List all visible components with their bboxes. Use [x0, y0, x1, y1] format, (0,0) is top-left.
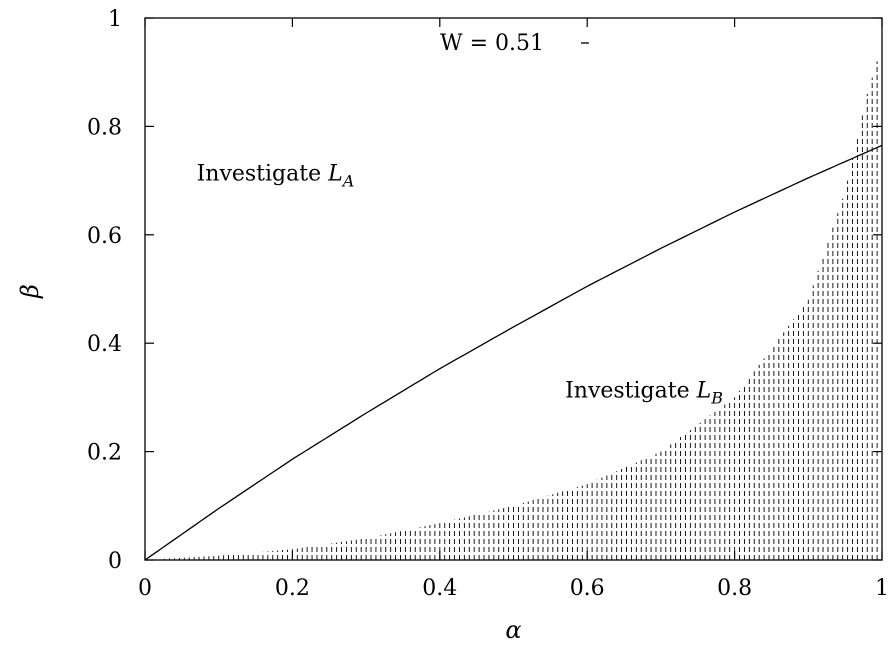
x-axis-label: α	[505, 616, 521, 644]
annotation-subscript: A	[341, 172, 355, 191]
plot-frame	[144, 17, 883, 561]
x-tick-label: 1	[875, 576, 889, 601]
series-line	[144, 144, 883, 561]
x-tick-labels: 0 0.2 0.4 0.6 0.8 1	[138, 576, 889, 601]
y-axis-label: β	[16, 284, 44, 299]
impulse-series	[164, 61, 878, 560]
x-tick-label: 0	[138, 576, 152, 601]
annotation: Investigate LB	[565, 378, 723, 407]
y-tick-labels: 0 0.2 0.4 0.6 0.8 1	[87, 7, 122, 574]
x-tick-label: 0.6	[570, 576, 605, 601]
x-tick-label: 0.8	[717, 576, 752, 601]
y-tick-label: 0	[108, 549, 122, 574]
x-tick-label: 0.2	[275, 576, 310, 601]
y-tick-label: 0.2	[87, 441, 122, 466]
axis-ticks	[144, 17, 883, 561]
annotation-text: Investigate	[565, 378, 697, 403]
annotation-math: L	[327, 162, 343, 187]
x-tick-label: 0.4	[422, 576, 457, 601]
y-tick-label: 1	[108, 7, 122, 32]
y-tick-label: 0.8	[87, 115, 122, 140]
annotation-math: L	[696, 378, 712, 403]
y-tick-label: 0.6	[87, 224, 122, 249]
annotation: Investigate LA	[197, 162, 355, 191]
legend-label: W = 0.51	[440, 31, 544, 56]
annotation-subscript: B	[710, 388, 723, 407]
annotation-text: Investigate	[197, 162, 329, 187]
y-tick-label: 0.4	[87, 332, 122, 357]
